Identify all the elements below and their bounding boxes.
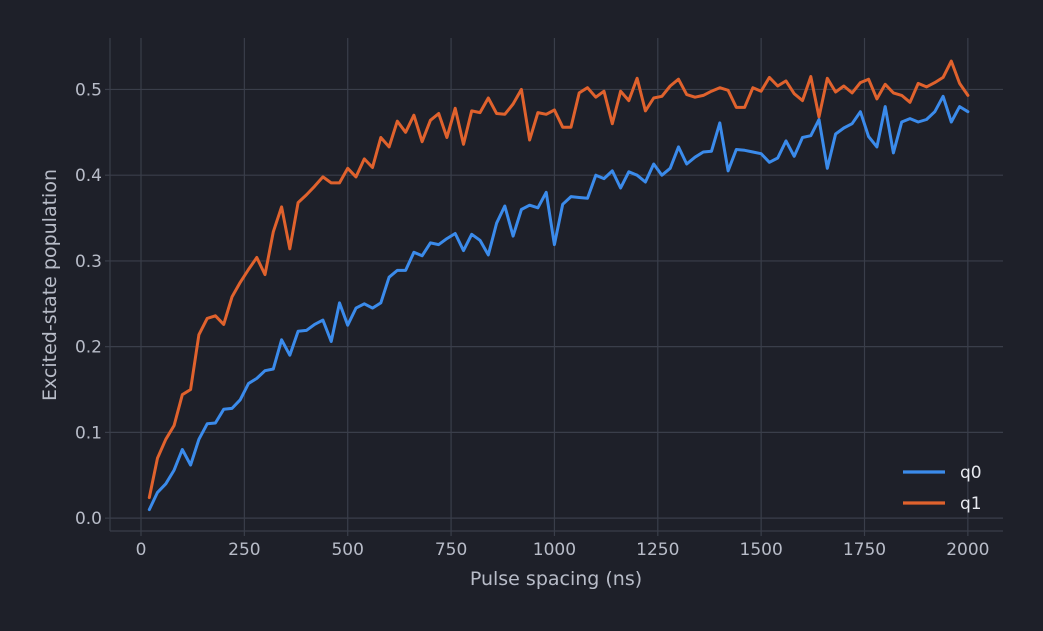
x-tick-label: 1250 — [636, 540, 679, 560]
legend-label-q1: q1 — [960, 494, 982, 514]
x-tick-label: 750 — [435, 540, 467, 560]
legend: q0 q1 — [903, 463, 982, 514]
y-tick-labels: 0.0 0.1 0.2 0.3 0.4 0.5 — [75, 80, 110, 529]
x-tick-label: 1000 — [533, 540, 576, 560]
y-tick-label: 0.3 — [75, 252, 102, 272]
y-tick-label: 0.1 — [75, 423, 102, 443]
y-tick-label: 0.0 — [75, 509, 102, 529]
legend-label-q0: q0 — [960, 463, 982, 483]
x-tick-label: 1500 — [740, 540, 783, 560]
series-line-q0 — [147, 94, 970, 512]
x-tick-label: 1750 — [843, 540, 886, 560]
y-tick-label: 0.2 — [75, 338, 102, 358]
series-line-q1 — [147, 59, 970, 500]
grid-lines — [110, 38, 1003, 531]
y-axis-title: Excited-state population — [39, 169, 61, 401]
x-tick-labels: 0 250 500 750 1000 1250 1500 1750 2000 — [136, 531, 989, 560]
series-lines — [147, 59, 970, 512]
y-tick-label: 0.5 — [75, 80, 102, 100]
x-axis-title: Pulse spacing (ns) — [470, 568, 642, 590]
x-tick-label: 2000 — [946, 540, 989, 560]
x-tick-label: 500 — [331, 540, 363, 560]
x-tick-label: 0 — [136, 540, 147, 560]
x-tick-label: 250 — [228, 540, 260, 560]
y-tick-label: 0.4 — [75, 166, 102, 186]
